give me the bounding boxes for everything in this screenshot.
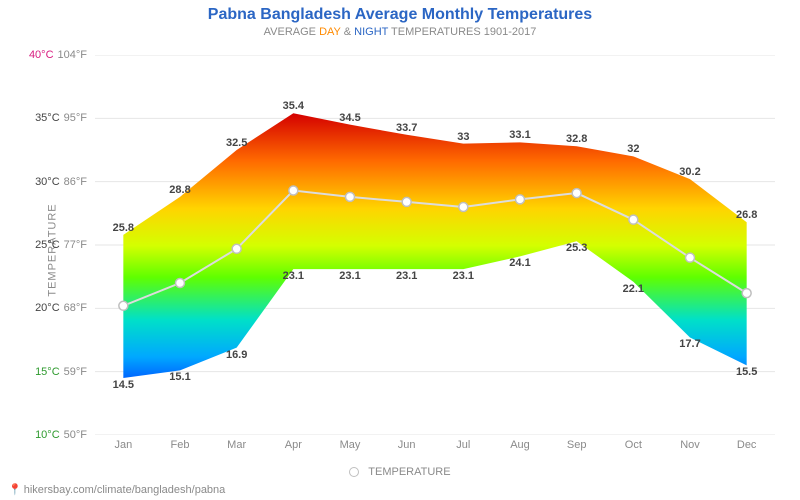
high-value-label: 32 bbox=[627, 143, 639, 155]
y-tick-label: 10°C50°F bbox=[30, 429, 87, 441]
low-value-label: 23.1 bbox=[283, 270, 304, 282]
avg-marker bbox=[459, 203, 468, 212]
x-tick-label: Aug bbox=[510, 439, 530, 451]
y-tick-label: 40°C104°F bbox=[24, 49, 87, 61]
low-value-label: 24.1 bbox=[509, 258, 530, 270]
avg-marker bbox=[176, 279, 185, 288]
high-value-label: 34.5 bbox=[339, 111, 360, 123]
x-tick-label: Nov bbox=[680, 439, 700, 451]
avg-marker bbox=[119, 301, 128, 310]
x-tick-label: Jul bbox=[456, 439, 470, 451]
high-value-label: 25.8 bbox=[113, 222, 134, 234]
avg-marker bbox=[346, 192, 355, 201]
x-tick-label: May bbox=[340, 439, 361, 451]
subtitle-amp: & bbox=[344, 26, 351, 38]
plot-area: 10°C50°F15°C59°F20°C68°F25°C77°F30°C86°F… bbox=[95, 55, 775, 435]
y-tick-label: 35°C95°F bbox=[30, 112, 87, 124]
legend: TEMPERATURE bbox=[0, 466, 800, 478]
low-value-label: 25.3 bbox=[566, 242, 587, 254]
x-tick-label: Jun bbox=[398, 439, 416, 451]
low-value-label: 23.1 bbox=[339, 270, 360, 282]
low-value-label: 23.1 bbox=[453, 270, 474, 282]
subtitle-suffix: TEMPERATURES 1901-2017 bbox=[391, 26, 536, 38]
avg-marker bbox=[232, 244, 241, 253]
low-value-label: 15.5 bbox=[736, 367, 757, 379]
avg-marker bbox=[516, 195, 525, 204]
high-value-label: 32.5 bbox=[226, 137, 247, 149]
subtitle-night: NIGHT bbox=[354, 26, 388, 38]
low-value-label: 22.1 bbox=[623, 283, 644, 295]
avg-marker bbox=[686, 253, 695, 262]
x-tick-label: Apr bbox=[285, 439, 302, 451]
source-url: hikersbay.com/climate/bangladesh/pabna bbox=[24, 484, 226, 496]
x-tick-label: Dec bbox=[737, 439, 757, 451]
legend-marker-icon bbox=[349, 467, 359, 477]
high-value-label: 26.8 bbox=[736, 209, 757, 221]
chart-subtitle: AVERAGE DAY & NIGHT TEMPERATURES 1901-20… bbox=[0, 24, 800, 38]
low-value-label: 14.5 bbox=[113, 379, 134, 391]
high-value-label: 32.8 bbox=[566, 133, 587, 145]
low-value-label: 16.9 bbox=[226, 349, 247, 361]
low-value-label: 15.1 bbox=[169, 372, 190, 384]
high-value-label: 28.8 bbox=[169, 184, 190, 196]
location-pin-icon: 📍 bbox=[8, 484, 22, 496]
high-value-label: 35.4 bbox=[283, 100, 304, 112]
y-tick-label: 30°C86°F bbox=[30, 176, 87, 188]
x-tick-label: Oct bbox=[625, 439, 642, 451]
y-tick-label: 25°C77°F bbox=[30, 239, 87, 251]
y-tick-label: 15°C59°F bbox=[30, 366, 87, 378]
subtitle-prefix: AVERAGE bbox=[264, 26, 316, 38]
avg-marker bbox=[402, 197, 411, 206]
subtitle-day: DAY bbox=[319, 26, 341, 38]
high-value-label: 33.1 bbox=[509, 129, 530, 141]
avg-marker bbox=[289, 186, 298, 195]
legend-label: TEMPERATURE bbox=[368, 466, 450, 478]
avg-marker bbox=[572, 189, 581, 198]
y-tick-label: 20°C68°F bbox=[30, 302, 87, 314]
high-value-label: 30.2 bbox=[679, 166, 700, 178]
high-value-label: 33.7 bbox=[396, 122, 417, 134]
low-value-label: 23.1 bbox=[396, 270, 417, 282]
plot-svg bbox=[95, 55, 775, 435]
avg-marker bbox=[742, 289, 751, 298]
x-tick-label: Sep bbox=[567, 439, 587, 451]
chart-container: Pabna Bangladesh Average Monthly Tempera… bbox=[0, 0, 800, 500]
x-tick-label: Mar bbox=[227, 439, 246, 451]
avg-marker bbox=[629, 215, 638, 224]
chart-title: Pabna Bangladesh Average Monthly Tempera… bbox=[0, 0, 800, 24]
x-tick-label: Jan bbox=[114, 439, 132, 451]
high-value-label: 33 bbox=[457, 130, 469, 142]
source-footer: 📍hikersbay.com/climate/bangladesh/pabna bbox=[8, 483, 225, 496]
low-value-label: 17.7 bbox=[679, 339, 700, 351]
temperature-band bbox=[123, 113, 746, 378]
x-tick-label: Feb bbox=[171, 439, 190, 451]
